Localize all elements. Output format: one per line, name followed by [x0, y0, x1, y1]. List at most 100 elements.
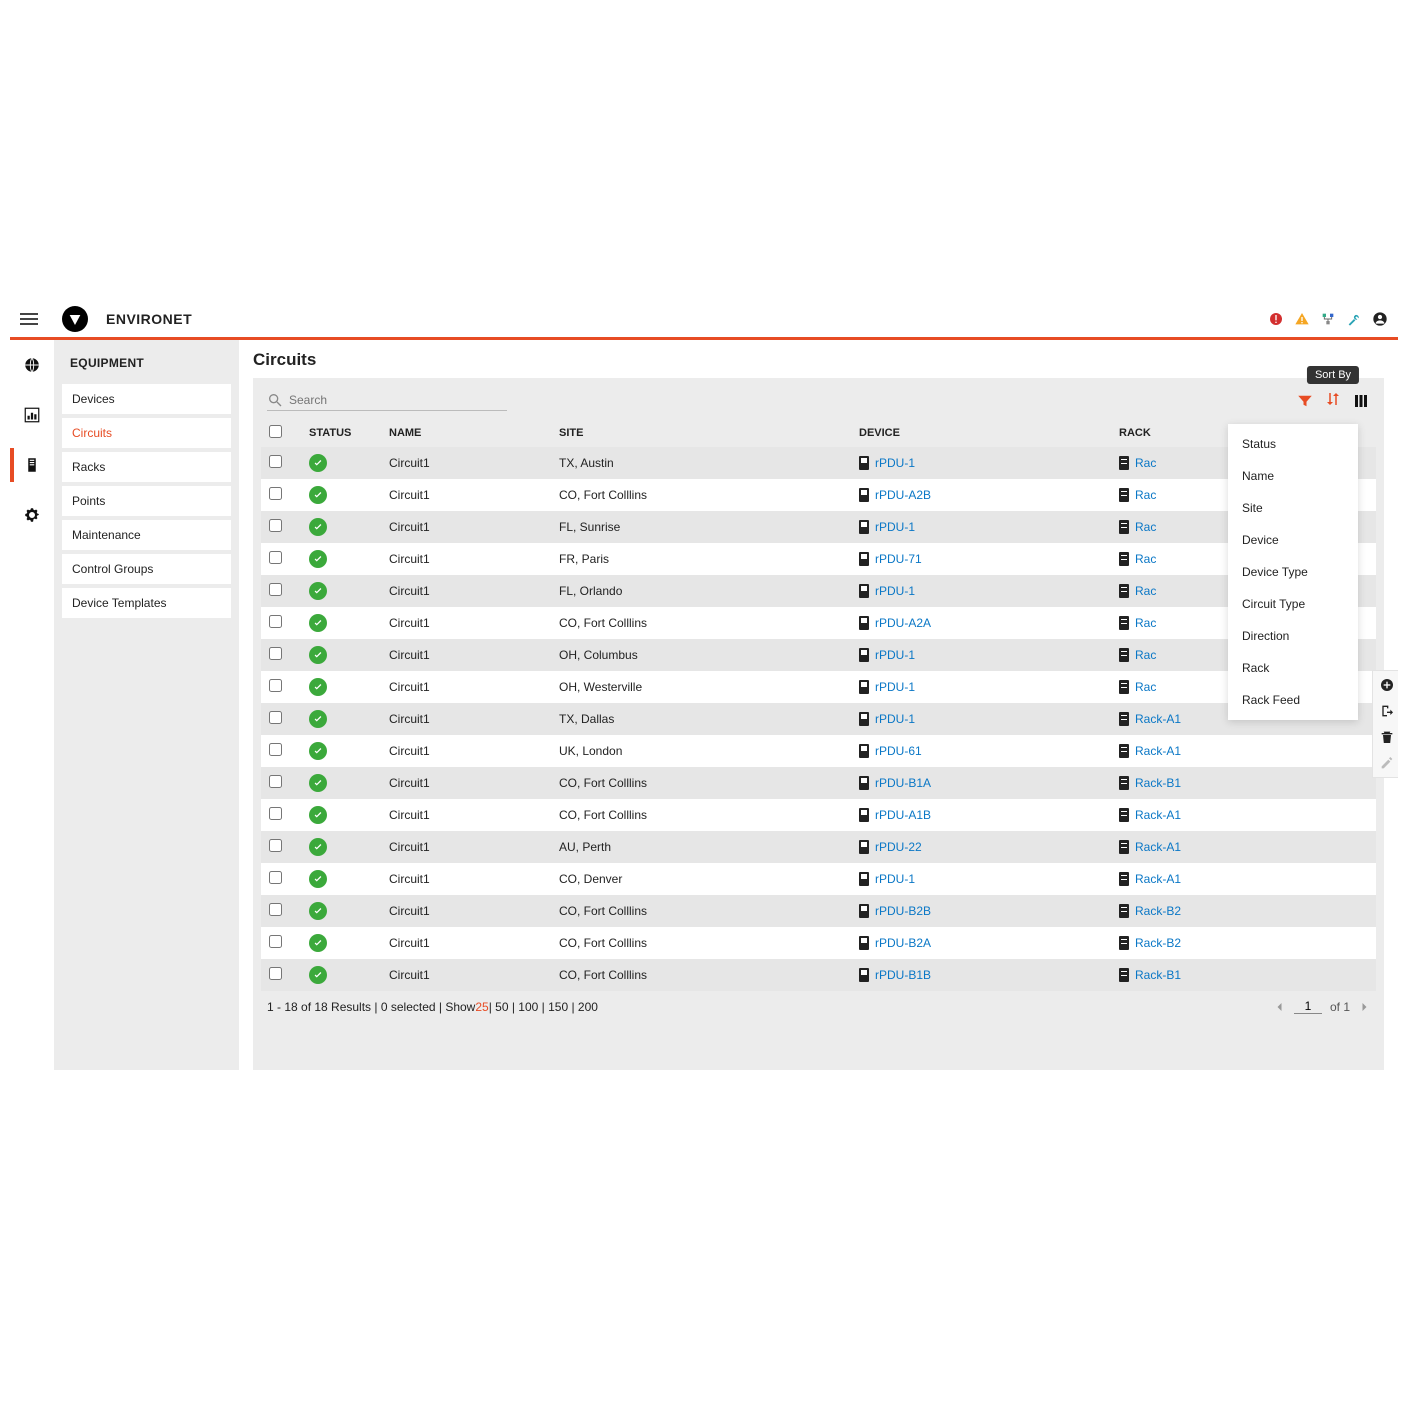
row-checkbox[interactable]	[269, 455, 282, 468]
delete-icon[interactable]	[1379, 729, 1395, 745]
table-row[interactable]: Circuit1FR, ParisrPDU-71Rac	[261, 543, 1376, 575]
menu-toggle-button[interactable]	[20, 313, 44, 325]
row-checkbox[interactable]	[269, 743, 282, 756]
pager-next-icon[interactable]	[1358, 1001, 1370, 1013]
sort-option-circuit-type[interactable]: Circuit Type	[1228, 588, 1358, 620]
tools-icon[interactable]	[1346, 311, 1362, 327]
sort-icon[interactable]	[1324, 390, 1342, 408]
cell-device[interactable]: rPDU-B1B	[851, 959, 1111, 991]
row-checkbox[interactable]	[269, 807, 282, 820]
cell-device[interactable]: rPDU-22	[851, 831, 1111, 863]
cell-rack[interactable]: Rack-B1	[1111, 959, 1376, 991]
col-header-device[interactable]: DEVICE	[851, 419, 1111, 447]
cell-rack[interactable]: Rack-A1	[1111, 799, 1376, 831]
sort-option-site[interactable]: Site	[1228, 492, 1358, 524]
sort-option-rack[interactable]: Rack	[1228, 652, 1358, 684]
table-row[interactable]: Circuit1CO, Fort ColllinsrPDU-B2ARack-B2	[261, 927, 1376, 959]
row-checkbox[interactable]	[269, 615, 282, 628]
table-row[interactable]: Circuit1CO, DenverrPDU-1Rack-A1	[261, 863, 1376, 895]
table-row[interactable]: Circuit1OH, ColumbusrPDU-1Rac	[261, 639, 1376, 671]
col-header-name[interactable]: NAME	[381, 419, 551, 447]
cell-rack[interactable]: Rack-A1	[1111, 735, 1376, 767]
table-row[interactable]: Circuit1FL, OrlandorPDU-1Rac	[261, 575, 1376, 607]
table-row[interactable]: Circuit1CO, Fort ColllinsrPDU-A2BRac	[261, 479, 1376, 511]
filter-icon[interactable]	[1296, 392, 1314, 410]
sort-option-direction[interactable]: Direction	[1228, 620, 1358, 652]
rail-item-globe[interactable]	[10, 350, 54, 380]
sidebar-item-maintenance[interactable]: Maintenance	[62, 520, 231, 550]
rail-item-equipment[interactable]	[10, 450, 54, 480]
sort-option-name[interactable]: Name	[1228, 460, 1358, 492]
search-input[interactable]	[289, 393, 489, 407]
sort-option-rack-feed[interactable]: Rack Feed	[1228, 684, 1358, 716]
table-row[interactable]: Circuit1OH, WestervillerPDU-1Rac	[261, 671, 1376, 703]
cell-rack[interactable]: Rack-A1	[1111, 831, 1376, 863]
cell-device[interactable]: rPDU-71	[851, 543, 1111, 575]
col-header-site[interactable]: SITE	[551, 419, 851, 447]
row-checkbox[interactable]	[269, 487, 282, 500]
row-checkbox[interactable]	[269, 871, 282, 884]
row-checkbox[interactable]	[269, 551, 282, 564]
table-row[interactable]: Circuit1CO, Fort ColllinsrPDU-A2ARac	[261, 607, 1376, 639]
sidebar-item-device-templates[interactable]: Device Templates	[62, 588, 231, 618]
row-checkbox[interactable]	[269, 583, 282, 596]
page-size-active[interactable]: 25	[475, 1000, 488, 1014]
sidebar-item-points[interactable]: Points	[62, 486, 231, 516]
columns-icon[interactable]	[1352, 392, 1370, 410]
cell-device[interactable]: rPDU-1	[851, 671, 1111, 703]
cell-device[interactable]: rPDU-B2A	[851, 927, 1111, 959]
sort-option-status[interactable]: Status	[1228, 428, 1358, 460]
pager-prev-icon[interactable]	[1274, 1001, 1286, 1013]
sidebar-item-circuits[interactable]: Circuits	[62, 418, 231, 448]
cell-device[interactable]: rPDU-1	[851, 511, 1111, 543]
sidebar-item-racks[interactable]: Racks	[62, 452, 231, 482]
cell-rack[interactable]: Rack-B2	[1111, 895, 1376, 927]
rail-item-analytics[interactable]	[10, 400, 54, 430]
cell-device[interactable]: rPDU-1	[851, 863, 1111, 895]
sidebar-item-control-groups[interactable]: Control Groups	[62, 554, 231, 584]
table-row[interactable]: Circuit1CO, Fort ColllinsrPDU-B1BRack-B1	[261, 959, 1376, 991]
table-row[interactable]: Circuit1TX, DallasrPDU-1Rack-A1	[261, 703, 1376, 735]
cell-device[interactable]: rPDU-61	[851, 735, 1111, 767]
table-row[interactable]: Circuit1CO, Fort ColllinsrPDU-B1ARack-B1	[261, 767, 1376, 799]
rail-item-settings[interactable]	[10, 500, 54, 530]
cell-device[interactable]: rPDU-1	[851, 575, 1111, 607]
edit-icon[interactable]	[1379, 755, 1395, 771]
row-checkbox[interactable]	[269, 935, 282, 948]
cell-device[interactable]: rPDU-B1A	[851, 767, 1111, 799]
network-icon[interactable]	[1320, 311, 1336, 327]
sort-option-device-type[interactable]: Device Type	[1228, 556, 1358, 588]
alert-warning-icon[interactable]	[1294, 311, 1310, 327]
row-checkbox[interactable]	[269, 775, 282, 788]
table-row[interactable]: Circuit1UK, LondonrPDU-61Rack-A1	[261, 735, 1376, 767]
row-checkbox[interactable]	[269, 647, 282, 660]
table-row[interactable]: Circuit1CO, Fort ColllinsrPDU-A1BRack-A1	[261, 799, 1376, 831]
row-checkbox[interactable]	[269, 903, 282, 916]
pager-page-input[interactable]	[1294, 999, 1322, 1014]
cell-device[interactable]: rPDU-1	[851, 447, 1111, 479]
cell-rack[interactable]: Rack-B1	[1111, 767, 1376, 799]
sidebar-item-devices[interactable]: Devices	[62, 384, 231, 414]
table-row[interactable]: Circuit1CO, Fort ColllinsrPDU-B2BRack-B2	[261, 895, 1376, 927]
export-icon[interactable]	[1379, 703, 1395, 719]
cell-device[interactable]: rPDU-1	[851, 703, 1111, 735]
row-checkbox[interactable]	[269, 519, 282, 532]
add-icon[interactable]	[1379, 677, 1395, 693]
row-checkbox[interactable]	[269, 967, 282, 980]
sort-option-device[interactable]: Device	[1228, 524, 1358, 556]
table-row[interactable]: Circuit1FL, SunriserPDU-1Rac	[261, 511, 1376, 543]
results-summary-suffix[interactable]: | 50 | 100 | 150 | 200	[489, 1000, 598, 1014]
row-checkbox[interactable]	[269, 679, 282, 692]
cell-device[interactable]: rPDU-A2B	[851, 479, 1111, 511]
cell-rack[interactable]: Rack-B2	[1111, 927, 1376, 959]
row-checkbox[interactable]	[269, 711, 282, 724]
cell-rack[interactable]: Rack-A1	[1111, 863, 1376, 895]
col-header-status[interactable]: STATUS	[301, 419, 381, 447]
cell-device[interactable]: rPDU-A1B	[851, 799, 1111, 831]
row-checkbox[interactable]	[269, 839, 282, 852]
cell-device[interactable]: rPDU-B2B	[851, 895, 1111, 927]
alert-critical-icon[interactable]	[1268, 311, 1284, 327]
user-account-icon[interactable]	[1372, 311, 1388, 327]
select-all-checkbox[interactable]	[269, 425, 282, 438]
cell-device[interactable]: rPDU-A2A	[851, 607, 1111, 639]
